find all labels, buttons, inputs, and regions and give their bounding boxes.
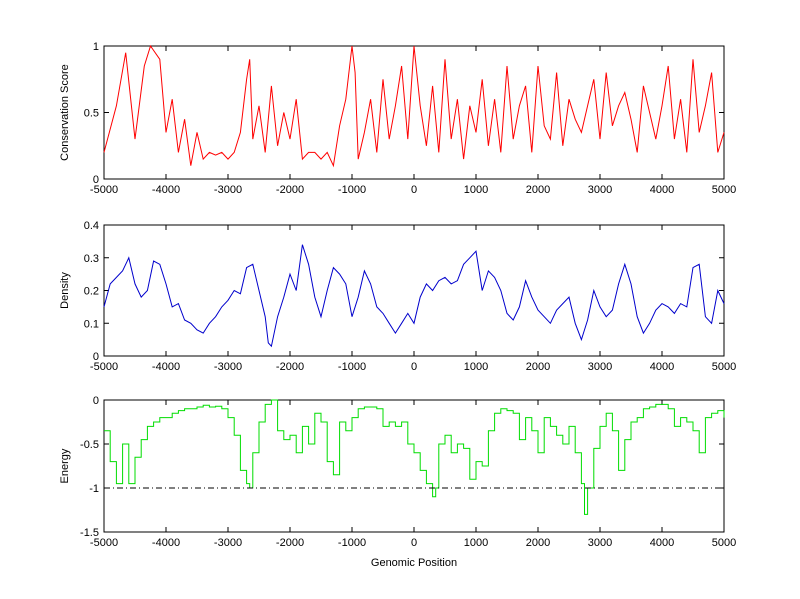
conservation-xtick-label: 2000: [526, 184, 550, 196]
energy-xtick-label: 5000: [712, 537, 736, 549]
conservation-xtick-label: 1000: [464, 184, 488, 196]
energy-xtick-label: -2000: [276, 537, 304, 549]
energy-ytick-label: -0.5: [80, 439, 99, 451]
conservation-ylabel: Conservation Score: [59, 64, 71, 161]
density-xtick-label: -2000: [276, 361, 304, 373]
density-ylabel: Density: [59, 272, 71, 309]
energy-xtick-label: -3000: [214, 537, 242, 549]
energy-xlabel: Genomic Position: [371, 557, 457, 569]
energy-series-group: [104, 399, 725, 515]
conservation-xtick-label: -5000: [90, 184, 118, 196]
density-xtick-label: 2000: [526, 361, 550, 373]
energy-axes-box: [103, 399, 725, 533]
energy-xtick-label: -4000: [152, 537, 180, 549]
density-xtick-label: 4000: [650, 361, 674, 373]
conservation-xtick-label: 0: [411, 184, 417, 196]
energy-xtick-label: 0: [411, 537, 417, 549]
density-ytick-label: 0: [93, 351, 99, 363]
energy-panel: -5000 -4000 -3000 -2000 -1000 0 1000 2000 3000 40…: [59, 395, 736, 569]
conservation-ticks: -5000 -4000 -3000 -2000 -1000 0 1000 2000 3000 40…: [84, 41, 737, 196]
energy-xtick-label: -1000: [338, 537, 366, 549]
density-ytick-label: 0.2: [84, 286, 99, 298]
conservation-ytick-label: 1: [93, 41, 99, 53]
conservation-xtick-label: -3000: [214, 184, 242, 196]
density-xtick-label: -5000: [90, 361, 118, 373]
energy-ytick-label: -1: [89, 483, 99, 495]
energy-xtick-label: 2000: [526, 537, 550, 549]
energy-ytick-label: 0: [93, 395, 99, 407]
conservation-xtick-label: -4000: [152, 184, 180, 196]
density-xtick-label: 0: [411, 361, 417, 373]
conservation-axes-box: [103, 45, 725, 180]
density-xtick-label: -4000: [152, 361, 180, 373]
density-ytick-label: 0.3: [84, 253, 99, 265]
density-xtick-label: -1000: [338, 361, 366, 373]
density-axes-box: [103, 224, 725, 357]
energy-xtick-label: -5000: [90, 537, 118, 549]
conservation-ytick-label: 0: [93, 174, 99, 186]
energy-ylabel: Energy: [59, 448, 71, 483]
density-xtick-label: 3000: [588, 361, 612, 373]
conservation-series-group: [103, 44, 725, 168]
energy-xtick-label: 3000: [588, 537, 612, 549]
conservation-xtick-label: 3000: [588, 184, 612, 196]
conservation-xtick-label: -2000: [276, 184, 304, 196]
energy-ticks: -5000 -4000 -3000 -2000 -1000 0 1000 2000 3000 40…: [80, 395, 736, 549]
energy-ytick-label: -1.5: [80, 527, 99, 539]
density-panel: -5000 -4000 -3000 -2000 -1000 0 1000 2000 3000 40…: [59, 220, 736, 373]
density-xtick-label: -3000: [214, 361, 242, 373]
density-series-group: [103, 244, 725, 348]
density-ytick-label: 0.4: [84, 220, 99, 232]
conservation-xtick-label: 5000: [712, 184, 736, 196]
conservation-series-line: [103, 44, 725, 168]
conservation-ytick-label: 0.5: [84, 108, 99, 120]
energy-xtick-label: 1000: [464, 537, 488, 549]
density-series-line: [103, 244, 725, 348]
conservation-xtick-label: 4000: [650, 184, 674, 196]
energy-series-line: [104, 399, 725, 515]
conservation-xtick-label: -1000: [338, 184, 366, 196]
energy-xtick-label: 4000: [650, 537, 674, 549]
density-xtick-label: 5000: [712, 361, 736, 373]
density-ytick-label: 0.1: [84, 318, 99, 330]
density-xtick-label: 1000: [464, 361, 488, 373]
conservation-panel: -5000 -4000 -3000 -2000 -1000 0 1000 2000 3000 40…: [59, 41, 736, 196]
density-ticks: -5000 -4000 -3000 -2000 -1000 0 1000 2000 3000 40…: [84, 220, 737, 373]
